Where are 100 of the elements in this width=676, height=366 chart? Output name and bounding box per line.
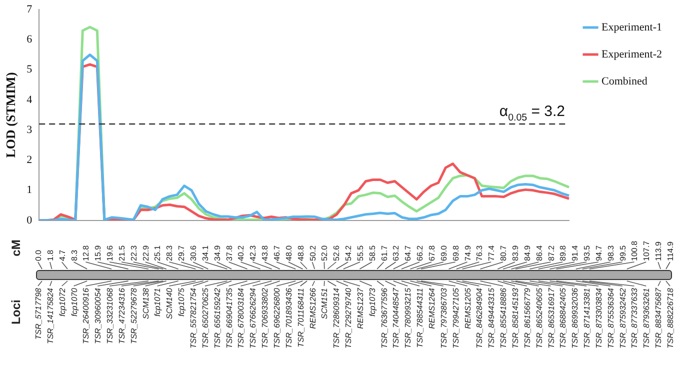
category-label: TSR_888226718 — [666, 287, 675, 348]
category-label: fcp1071 — [153, 288, 162, 316]
data-label: 22.3 — [129, 244, 138, 261]
y-tick-label: 7 — [26, 3, 33, 16]
category-label: SCM151 — [320, 288, 330, 320]
category-label: TSR_656159242 — [212, 287, 222, 348]
data-label: 63.2 — [392, 244, 401, 261]
data-label: 28.3 — [165, 244, 174, 261]
data-label: 74.9 — [463, 244, 472, 261]
data-label: 43.8 — [260, 244, 270, 261]
category-label: TSR_865316917 — [546, 287, 556, 348]
data-label: 42.3 — [248, 244, 258, 261]
data-label: 52.6 — [332, 244, 342, 261]
data-label: 98.3 — [606, 244, 616, 261]
data-label: 107.7 — [642, 240, 652, 261]
category-label: TSR_849443315 — [487, 287, 496, 348]
category-label: TSR_729279740 — [344, 287, 354, 348]
y-tick-label: 5 — [26, 64, 33, 76]
data-label: 69.0 — [439, 244, 448, 261]
data-label: 12.8 — [82, 244, 91, 261]
data-label: 77.4 — [487, 244, 496, 261]
category-label: REMS1205 — [463, 287, 472, 329]
category-label: REMS1266 — [308, 287, 318, 329]
data-label: 76.3 — [475, 244, 484, 261]
data-label: 30.6 — [189, 244, 198, 261]
y-tick-label: 3 — [26, 124, 33, 136]
data-label: 4.7 — [58, 249, 67, 261]
category-label: TSR_846284904 — [475, 287, 484, 348]
category-label: TSR_877337633 — [630, 287, 640, 348]
legend-label: Experiment-1 — [602, 21, 662, 34]
category-label: TSR_861566779 — [522, 287, 532, 348]
category-label: REMS1264 — [428, 287, 437, 329]
category-label: TSR_676626294 — [248, 287, 258, 348]
data-label: 84.9 — [522, 244, 532, 261]
data-label: 34.9 — [212, 244, 222, 261]
category-label: TSR_740448547 — [392, 287, 401, 348]
data-label: 86.4 — [534, 244, 544, 261]
category-label: fcp1072 — [58, 287, 67, 316]
y-tick-label: 6 — [26, 34, 33, 46]
data-label: 99.5 — [618, 244, 628, 261]
category-label: TSR_52279678 — [129, 287, 138, 344]
category-label: TSR_875536364 — [606, 287, 616, 348]
category-label: TSR_5717798 — [34, 287, 43, 340]
y-tick-label: 4 — [26, 94, 33, 106]
data-label: 89.8 — [558, 244, 568, 261]
data-label: 64.7 — [404, 244, 413, 261]
category-label: TSR_797386703 — [439, 287, 448, 348]
data-label: 1.8 — [46, 249, 55, 261]
data-label: 19.6 — [106, 244, 115, 261]
category-label: TSR_14175824 — [46, 287, 55, 344]
category-label: TSR_706933802 — [260, 287, 270, 348]
data-label: 25.1 — [153, 244, 162, 261]
category-label: TSR_855418886 — [499, 287, 508, 348]
category-label: TSR_799427105 — [451, 287, 460, 348]
data-label: 93.5 — [582, 244, 592, 261]
category-label: TSR_701893436 — [284, 287, 294, 348]
category-label: SCM140 — [165, 287, 174, 320]
data-label: 80.7 — [499, 244, 508, 261]
data-label: 69.8 — [451, 244, 460, 261]
data-label: 8.3 — [70, 249, 79, 261]
data-label: 29.7 — [177, 244, 186, 261]
data-label: 87.2 — [546, 244, 556, 261]
category-label: TSR_883475687 — [654, 287, 664, 348]
category-label: TSR_650270625 — [200, 287, 210, 348]
data-label: 114.9 — [666, 241, 675, 261]
legend-label: Combined — [602, 75, 648, 88]
category-label: TSR_669041735 — [224, 287, 234, 348]
data-label: 37.8 — [224, 244, 234, 261]
data-label: 40.2 — [236, 244, 246, 261]
category-label: REMS1237 — [356, 287, 365, 329]
data-label: 48.8 — [296, 244, 306, 261]
y-tick-label: 0 — [26, 214, 33, 226]
data-label: 100.8 — [630, 240, 640, 261]
category-label: TSR_26400916 — [82, 287, 91, 344]
category-label: TSR_873303834 — [594, 287, 604, 348]
data-label: 67.8 — [428, 244, 437, 261]
data-label: 21.5 — [117, 244, 126, 261]
data-label: 50.2 — [308, 244, 318, 261]
data-label: 15.9 — [94, 244, 103, 261]
y-tick-label: 1 — [26, 184, 32, 196]
category-label: TSR_858145193 — [510, 287, 520, 348]
category-label: TSR_780993215 — [404, 287, 413, 348]
category-label: TSR_869932036 — [570, 287, 580, 348]
category-label: TSR_33231068 — [106, 287, 115, 344]
data-label: 52.0 — [320, 244, 330, 261]
category-label: TSR_865240605 — [534, 287, 544, 348]
text: Loci — [9, 300, 23, 324]
category-label: TSR_30960054 — [94, 287, 103, 344]
data-label: 55.5 — [356, 244, 365, 261]
category-label: fcp1075 — [177, 287, 186, 316]
data-label: 83.9 — [510, 244, 520, 261]
data-label: 46.7 — [272, 244, 282, 261]
y-axis-title: LOD (STMIM) — [3, 72, 18, 158]
category-label: TSR_871413381 — [582, 288, 592, 348]
category-label: fcp1073 — [368, 287, 377, 316]
y-tick-label: 2 — [26, 154, 32, 166]
data-label: 34.1 — [200, 244, 210, 261]
data-label: 0.0 — [34, 249, 43, 261]
category-label: TSR_728609314 — [332, 287, 342, 348]
category-label: fcp1070 — [70, 287, 79, 316]
